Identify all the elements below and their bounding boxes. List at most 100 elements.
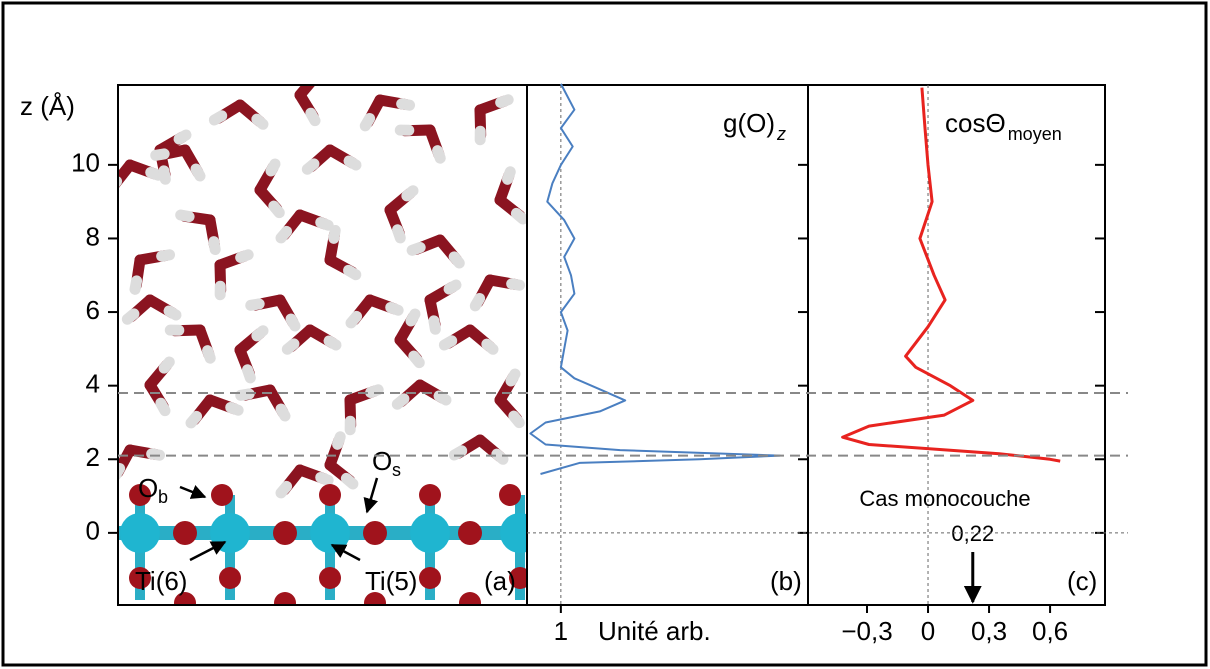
ti-atom — [310, 513, 350, 553]
panel-label: (c) — [1067, 566, 1097, 596]
y-tick-label: 2 — [86, 442, 100, 472]
h-tip — [251, 325, 269, 342]
atom-label-sub: b — [158, 487, 168, 507]
atom-label: Ti(5) — [365, 566, 417, 596]
h-tip — [175, 209, 195, 223]
water-molecule — [254, 158, 285, 219]
h-tip — [275, 403, 291, 422]
h-tip — [391, 393, 410, 410]
h-tip — [121, 308, 140, 325]
h-tip — [406, 241, 426, 256]
ti-atom — [120, 513, 160, 553]
o-atom — [129, 567, 151, 589]
water-molecule — [281, 324, 342, 355]
h-tip — [190, 163, 206, 182]
water-molecule — [324, 431, 359, 490]
h-tip — [342, 264, 362, 281]
h-tip — [502, 166, 516, 185]
o-atom — [419, 567, 441, 589]
water-molecule — [384, 185, 419, 244]
water-molecule — [208, 99, 269, 130]
h-tip — [401, 185, 419, 202]
panel-label: (a) — [484, 566, 516, 596]
h-tip — [245, 298, 265, 311]
h-tip — [332, 431, 346, 450]
water-molecule — [394, 124, 446, 164]
h-tip — [405, 308, 421, 327]
o-atom — [219, 567, 241, 589]
water-molecule — [345, 294, 404, 329]
h-tip — [408, 350, 425, 369]
arrow — [330, 543, 361, 562]
o-atom — [173, 521, 197, 545]
arrow — [189, 540, 227, 562]
y-tick-label: 6 — [86, 295, 100, 325]
y-tick-label: 8 — [86, 221, 100, 251]
h-tip — [158, 165, 171, 185]
water-molecule — [150, 144, 206, 182]
h-tip — [241, 364, 256, 384]
h-tip — [202, 345, 216, 364]
arrow — [363, 477, 379, 514]
water-molecule — [118, 159, 164, 194]
h-tip — [265, 158, 281, 177]
water-molecule — [344, 384, 384, 436]
h-tip — [185, 410, 203, 429]
h-tip — [359, 112, 376, 132]
h-tip — [505, 368, 521, 387]
water-molecule — [234, 325, 269, 384]
h-tip — [474, 125, 486, 146]
o-atom — [364, 592, 386, 605]
h-tip — [150, 148, 170, 161]
water-molecule — [469, 274, 526, 312]
h-tip — [433, 390, 452, 406]
h-tip — [156, 249, 176, 262]
h-tip — [438, 335, 458, 351]
water-molecule — [245, 294, 301, 332]
h-tip — [285, 313, 301, 332]
water-molecule — [275, 209, 334, 244]
x-tick-label: 0,3 — [971, 616, 1007, 646]
h-tip — [394, 124, 415, 136]
h-tip — [391, 224, 406, 244]
water-molecule — [359, 94, 416, 132]
panel-label: (b) — [770, 566, 802, 596]
panel-title-sub: z — [776, 124, 786, 144]
o-atom — [499, 484, 521, 506]
y-axis-label: z (Å) — [20, 91, 75, 121]
h-tip — [443, 279, 462, 295]
water-molecule — [175, 209, 221, 256]
atom-label: Ti(6) — [135, 566, 187, 596]
h-tip — [281, 338, 300, 355]
o-atom — [458, 521, 482, 545]
o-atom — [419, 484, 441, 506]
h-tip — [208, 110, 228, 126]
o-atom — [211, 484, 233, 506]
atom-label-sub: s — [392, 460, 401, 480]
h-tip — [225, 402, 244, 416]
o-atom — [363, 521, 387, 545]
h-tip — [495, 94, 514, 108]
h-tip — [275, 225, 293, 244]
h-tip — [448, 445, 468, 461]
x-tick-label: −0,3 — [841, 616, 892, 646]
o-atom — [273, 521, 297, 545]
h-tip — [158, 356, 175, 374]
water-molecule — [301, 144, 362, 175]
series-line — [529, 83, 781, 475]
o-atom — [319, 567, 341, 589]
h-tip — [344, 415, 356, 436]
y-tick-label: 4 — [86, 369, 100, 399]
h-tip — [214, 280, 226, 301]
h-tip — [164, 324, 185, 336]
panel-frame — [807, 84, 1106, 606]
water-molecule — [424, 279, 462, 335]
water-molecule — [494, 166, 527, 225]
x-tick-label: 0 — [921, 616, 935, 646]
o-atom — [129, 484, 151, 506]
h-tip — [235, 388, 255, 401]
h-tip — [145, 167, 164, 181]
o-atom — [319, 484, 341, 506]
